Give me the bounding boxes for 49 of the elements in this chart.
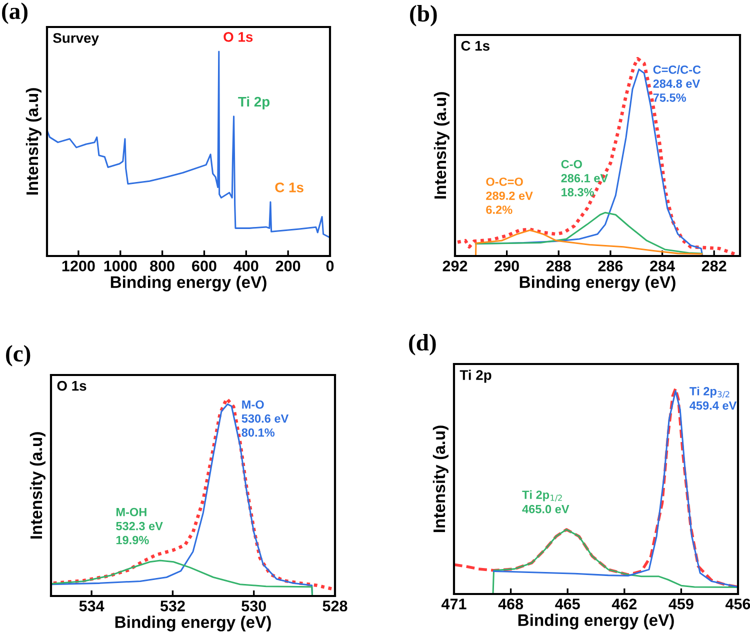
text: (d): [409, 334, 436, 356]
x-tick-label: 528: [322, 600, 348, 612]
x-tick-label: 600: [192, 260, 216, 272]
x-tick-label: 290: [494, 260, 519, 272]
series-label: M-OH 532.3 eV 19.9%: [116, 508, 163, 544]
x-tick-label: 534: [79, 600, 104, 612]
series-label: Ti 2p$_{3/2}$ 459.4 eV: [690, 386, 737, 410]
x-tick-label: 200: [276, 260, 300, 272]
annotation: O 1s: [224, 32, 253, 42]
x-axis-title: Binding energy (eV): [110, 276, 266, 292]
y-axis-title: Intensity (a.u): [434, 92, 450, 199]
x-tick-label: 288: [546, 260, 571, 272]
x-tick-label: 284: [650, 260, 675, 272]
x-tick-label: 292: [442, 260, 468, 272]
series-label: O-C=O 289.2 eV 6.2%: [486, 178, 533, 214]
chart-title: O 1s: [57, 380, 86, 391]
x-tick-label: 465: [555, 598, 580, 610]
x-tick-label: 532: [160, 600, 185, 612]
x-axis-title: Binding energy (eV): [115, 616, 271, 632]
x-tick-label: 456: [725, 598, 750, 610]
annotation: Ti 2p: [238, 96, 270, 110]
series-label: C-O 286.1 eV 18.3%: [561, 160, 608, 196]
y-axis-title: Intensity (a.u): [30, 432, 46, 539]
chart-title: Ti 2p: [460, 370, 492, 383]
x-tick-label: 1200: [62, 260, 95, 272]
x-axis-title: Binding energy (eV): [520, 276, 676, 292]
x-tick-label: 400: [234, 260, 258, 272]
x-tick-label: 468: [498, 598, 524, 610]
x-axis-title: Binding energy (eV): [518, 614, 674, 630]
x-tick-label: 459: [668, 598, 694, 610]
annotation: C 1s: [275, 182, 304, 192]
text: (c): [6, 345, 30, 366]
x-tick-label: 800: [150, 260, 174, 272]
y-axis-title: Intensity (a.u): [26, 88, 42, 195]
chart-title: Survey: [53, 33, 99, 46]
x-tick-label: 0: [326, 260, 334, 272]
x-tick-label: 530: [242, 600, 266, 612]
chart-title: C 1s: [461, 40, 490, 51]
x-tick-label: 286: [598, 260, 623, 272]
x-tick-label: 1000: [104, 260, 137, 272]
series-label: M-O 530.6 eV 80.1%: [242, 400, 289, 437]
x-tick-label: 462: [612, 598, 637, 610]
text: (b): [410, 5, 437, 26]
x-tick-label: 282: [702, 260, 726, 272]
series-label: C=C/C-C 284.8 eV 75.5%: [653, 65, 701, 102]
series-label: Ti 2p$_{1/2}$ 465.0 eV: [522, 490, 570, 514]
text: (a): [2, 2, 28, 24]
x-tick-label: 471: [441, 598, 466, 610]
y-axis-title: Intensity (a.u): [432, 426, 448, 532]
